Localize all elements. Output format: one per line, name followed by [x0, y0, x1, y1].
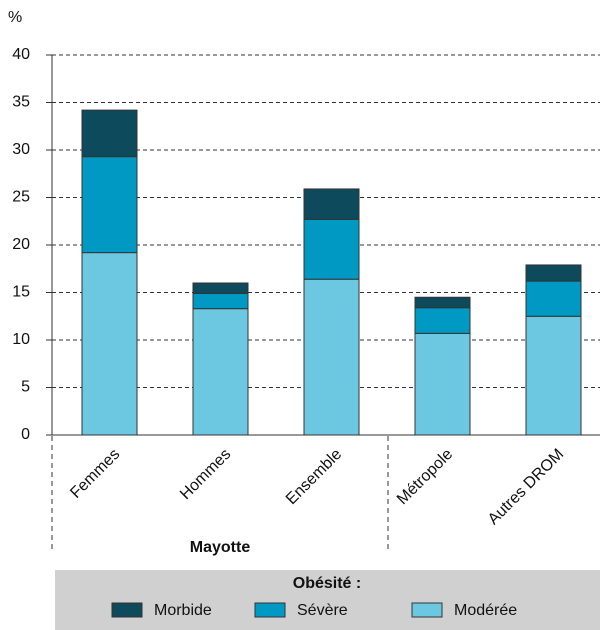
y-tick-label: 0: [21, 426, 30, 443]
legend-swatch: [254, 602, 286, 618]
legend-label: Modérée: [454, 602, 517, 619]
legend-label: Morbide: [154, 602, 212, 619]
bar-segment: [192, 292, 249, 310]
bar-segment: [81, 109, 138, 158]
legend-title: Obésité :: [293, 575, 361, 592]
y-tick-label: 30: [12, 141, 30, 158]
x-tick-label: Métropole: [394, 446, 456, 508]
x-tick-label: Hommes: [177, 446, 234, 503]
y-tick-label: 20: [12, 236, 30, 253]
bar-segment: [81, 156, 138, 254]
x-tick-label: Femmes: [67, 446, 123, 502]
y-tick-label: 5: [21, 379, 30, 396]
bar-segment: [414, 332, 471, 436]
bar-segment: [525, 280, 582, 317]
bar-segment: [414, 296, 471, 309]
bar-segment: [192, 282, 249, 294]
bar-segment: [525, 264, 582, 282]
y-tick-label: 15: [12, 284, 30, 301]
bar-segment: [303, 218, 360, 280]
bar-segment: [303, 278, 360, 436]
bar-segment: [303, 188, 360, 220]
x-tick-label: Autres DROM: [485, 446, 567, 528]
y-tick-label: 35: [12, 94, 30, 111]
bar-segment: [414, 307, 471, 334]
group-label: Mayotte: [190, 539, 251, 556]
legend-swatch: [111, 602, 143, 618]
bar-segment: [525, 315, 582, 436]
y-axis-label: %: [8, 9, 22, 26]
bar-segment: [81, 252, 138, 436]
legend-box: [55, 570, 600, 630]
y-tick-label: 40: [12, 46, 30, 63]
y-tick-label: 25: [12, 189, 30, 206]
bar-segment: [192, 308, 249, 436]
y-tick-label: 10: [12, 331, 30, 348]
x-tick-label: Ensemble: [283, 446, 345, 508]
legend-label: Sévère: [297, 602, 348, 619]
legend-swatch: [411, 602, 443, 618]
